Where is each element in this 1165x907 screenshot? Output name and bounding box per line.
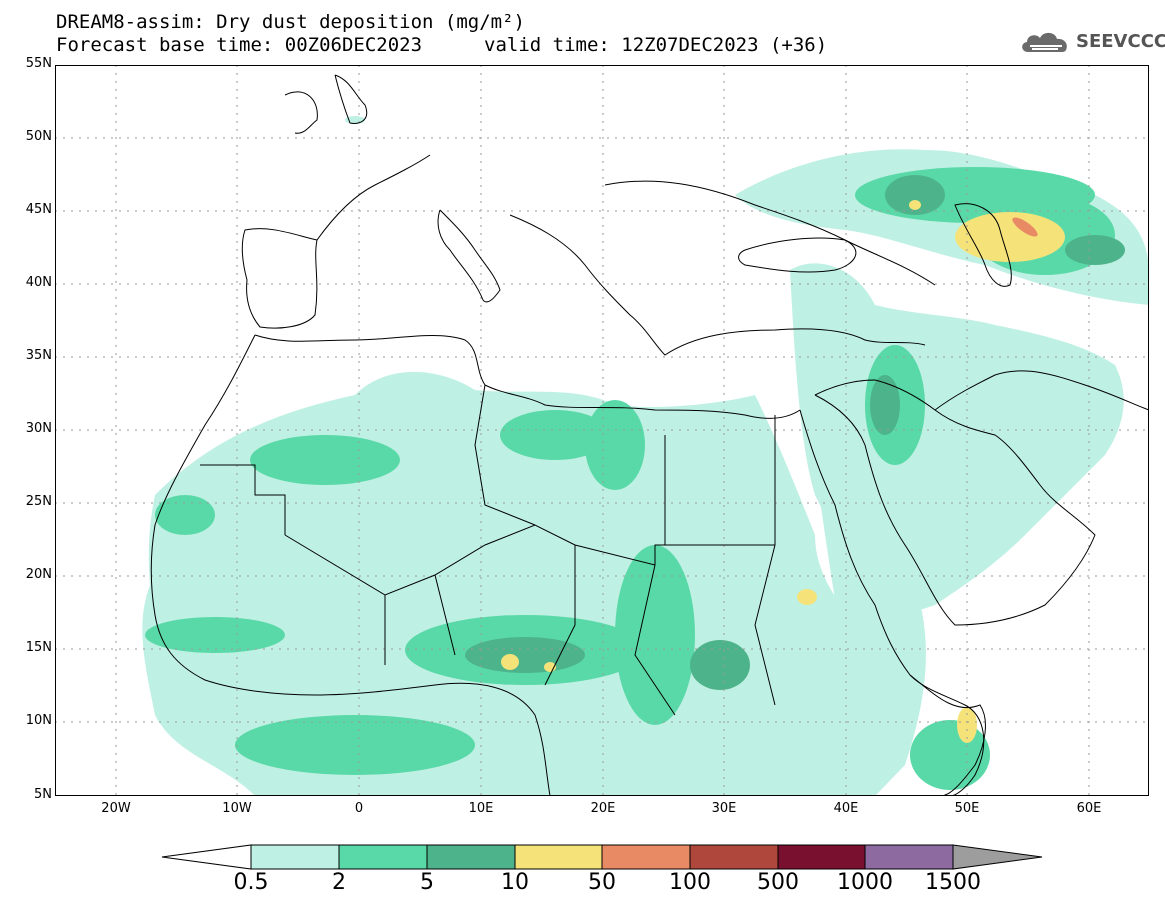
- legend-label: 0.5: [233, 870, 269, 895]
- lon-label: 60E: [1076, 801, 1102, 816]
- map-frame: [55, 65, 1149, 796]
- legend-swatch: [777, 844, 866, 870]
- lat-label: 20N: [25, 567, 52, 582]
- legend-label: 100: [669, 870, 711, 895]
- lat-label: 30N: [25, 421, 52, 436]
- lon-label: 30E: [711, 801, 737, 816]
- lat-label: 50N: [25, 129, 52, 144]
- lat-label: 40N: [25, 275, 52, 290]
- legend-swatch: [338, 844, 428, 870]
- lon-label: 0: [354, 801, 364, 816]
- legend-label: 10: [501, 870, 529, 895]
- legend-swatch: [250, 844, 340, 870]
- legend-label: 500: [757, 870, 799, 895]
- lat-label: 10N: [25, 713, 52, 728]
- legend-label: 2: [332, 870, 346, 895]
- lon-label: 40E: [833, 801, 859, 816]
- logo-text: SEEVCCC: [1076, 31, 1165, 52]
- lat-label: 5N: [34, 787, 52, 802]
- lon-label: 20E: [590, 801, 616, 816]
- legend-label: 5: [420, 870, 434, 895]
- base-time-text: Forecast base time: 00Z06DEC2023: [56, 34, 423, 56]
- legend-swatch: [689, 844, 779, 870]
- legend-label: 1000: [837, 870, 893, 895]
- forecast-base-time: Forecast base time: 00Z06DEC2023 valid ti…: [56, 34, 827, 56]
- coastlines: [150, 74, 1149, 796]
- lon-label: 50E: [954, 801, 980, 816]
- lat-label: 15N: [25, 640, 52, 655]
- lon-label: 20W: [101, 801, 131, 816]
- valid-time-text: valid time: 12Z07DEC2023 (+36): [484, 34, 828, 56]
- dust-deposition-map: [55, 65, 1149, 796]
- legend-label: 1500: [925, 870, 981, 895]
- lat-label: 55N: [25, 56, 52, 71]
- seevccc-logo: SEEVCCC: [1018, 26, 1165, 58]
- legend-low-arrow: [161, 844, 252, 870]
- lat-label: 45N: [25, 202, 52, 217]
- dust-field-very-high: [501, 200, 1065, 743]
- lon-label: 10E: [468, 801, 494, 816]
- map-title: DREAM8-assim: Dry dust deposition (mg/m²…: [56, 11, 525, 33]
- color-legend: [161, 844, 1043, 870]
- legend-label: 50: [588, 870, 616, 895]
- lat-label: 25N: [25, 494, 52, 509]
- legend-swatch: [514, 844, 603, 870]
- lat-label: 35N: [25, 348, 52, 363]
- legend-swatch: [601, 844, 691, 870]
- legend-swatch: [864, 844, 954, 870]
- legend-high-arrow: [952, 844, 1043, 870]
- cloud-icon: [1022, 32, 1067, 52]
- lon-label: 10W: [222, 801, 252, 816]
- legend-swatch: [426, 844, 516, 870]
- dust-field-extreme: [1012, 217, 1038, 237]
